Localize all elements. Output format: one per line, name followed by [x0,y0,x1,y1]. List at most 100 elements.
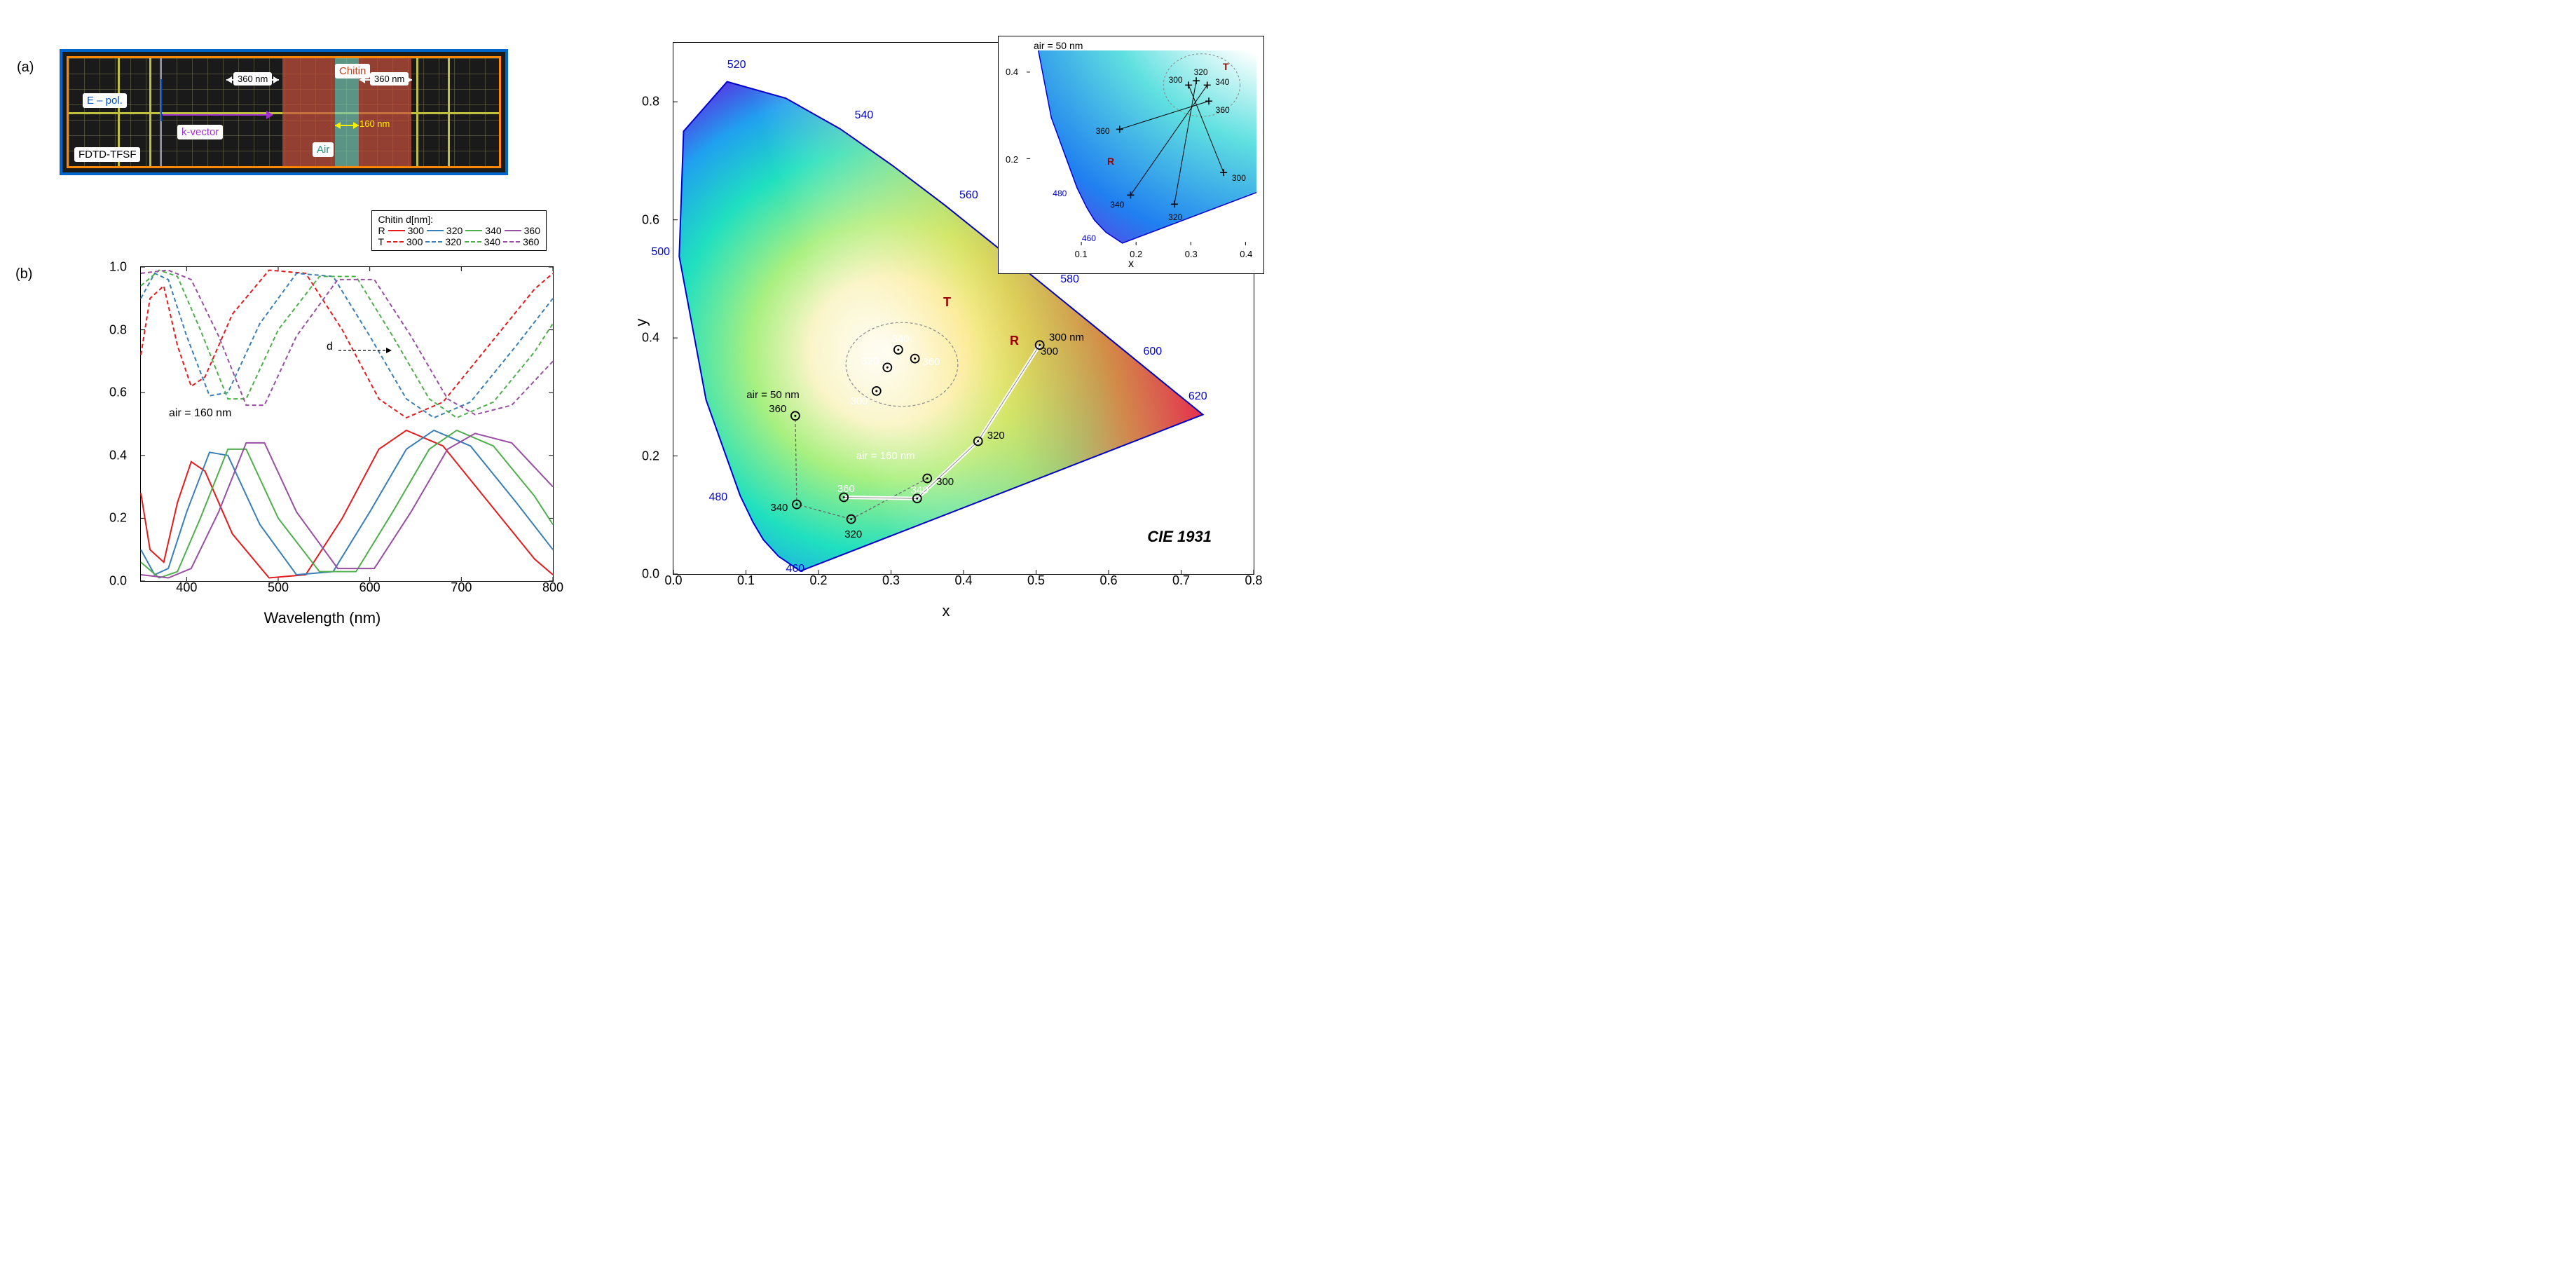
epol-label: E – pol. [83,93,127,108]
pt-label: 320 [987,430,1005,442]
nm-label: 460 [786,563,804,575]
pt-label: 360 [922,356,940,368]
inset-pt-label: 340 [1215,77,1229,87]
nm-label: 500 [651,246,670,259]
dim-chitin-right: 360 nm [370,72,409,86]
spectrum-svg [141,267,553,581]
cie-1931-label: CIE 1931 [1147,528,1212,546]
inset-pt-label: 320 [1168,212,1182,222]
xtick: 800 [542,580,563,595]
inset-R: R [1107,156,1114,167]
ytick: 1.0 [109,260,127,275]
fdtd-schematic: E – pol. k-vector Chitin Air 360 nm 360 … [60,49,508,175]
inset-c: air = 50 nm x 0.1 0.2 0.3 0.4 0.2 0.4 460 480… [998,36,1264,274]
xtick: 0.2 [809,573,827,588]
ytick: 0.2 [642,449,659,463]
xtick: 0.6 [1099,573,1117,588]
xtick: 0.3 [882,573,900,588]
inset-pt-label: 360 [1216,105,1230,115]
ytick: 0.6 [109,385,127,400]
pml-right-2 [416,58,418,166]
xtick: 700 [451,580,472,595]
R-label-c: R [1010,334,1019,348]
panel-a-label: (a) [17,60,34,76]
T-label-c: T [943,295,951,310]
xtick: 400 [176,580,197,595]
pt-label: 300 [936,476,954,488]
inset-pt-label: 460 [1082,233,1096,243]
inset-pt-label: 320 [1194,67,1208,77]
air-annot: air = 160 nm [169,407,231,420]
pt-label: 300 [1041,346,1058,357]
pt-label: air = 50 nm [746,389,799,401]
inset-pt-label: 340 [1110,200,1124,210]
inset-pt-label: 480 [1053,189,1067,198]
pt-label: 320 [861,355,879,367]
xtick: 0.4 [954,573,972,588]
inset-xtick: 0.1 [1075,249,1088,259]
pt-label: 360 [769,403,786,415]
nm-label: 520 [727,59,746,71]
pml-right-1 [448,58,450,166]
ytick: 0.8 [642,95,659,109]
pt-label: 340 [770,502,788,514]
ytick: 0.0 [642,567,659,582]
nm-label: 620 [1188,390,1207,403]
inset-T: T [1223,61,1229,72]
plot-area-c: 0.00.10.20.30.40.50.60.70.8 0.00.20.40.6… [673,42,1254,575]
pt-label: 360 [837,483,855,495]
plot-area-b: 400500600700800 0.00.20.40.60.81.0 air =… [140,266,554,582]
xtick: 0.0 [664,573,682,588]
legend-title: Chitin d[nm]: [378,214,540,225]
nm-label: 540 [855,109,874,122]
legend-b: Chitin d[nm]: R300320340360T300320340360 [371,210,547,251]
xlabel-b: Wavelength (nm) [264,609,381,627]
inset-ytick: 0.4 [1006,67,1018,77]
d-arrow [337,347,393,354]
xtick: 0.8 [1245,573,1262,588]
air-label: Air [313,142,334,157]
inset-ytick: 0.2 [1006,154,1018,165]
nm-label: 480 [708,491,727,504]
panel-b-label: (b) [15,266,32,282]
inset-xtick: 0.3 [1185,249,1198,259]
cie-plot: y x 0.00.10.20.30.40.50.60.70.8 0.00.20.… [617,14,1275,631]
fdtd-title: FDTD-TFSF [74,147,140,162]
pt-label: 320 [844,528,862,540]
inset-title: air = 50 nm [1034,40,1083,51]
xtick: 500 [268,580,289,595]
nm-label: 580 [1060,273,1079,286]
legend-row: R300320340360 [378,225,540,236]
inset-plot-area: 0.10.20.30.4 0.20.4 46048030032034036030… [1027,50,1256,245]
pt-label: 300 nm [1049,332,1084,343]
dim-arrow-air [335,125,359,126]
inset-xtick: 0.2 [1130,249,1142,259]
ytick: 0.4 [109,448,127,463]
pml-left-2 [149,58,151,166]
ytick: 0.8 [109,322,127,337]
pt-label: air = 160 nm [856,450,915,462]
chitin-label: Chitin [335,64,370,78]
nm-label: 560 [959,189,978,202]
xlabel-c: x [943,602,950,620]
xtick: 0.7 [1172,573,1190,588]
dim-chitin-left: 360 nm [233,72,272,86]
xtick: 600 [359,580,381,595]
spectrum-plot: Reflectance & Transmittance Wavelength (… [77,217,568,631]
inset-pt-label: 300 [1169,75,1183,85]
nm-label: 600 [1144,346,1163,358]
fdtd-inner-border: E – pol. k-vector Chitin Air 360 nm 360 … [67,56,501,168]
inset-xtick: 0.4 [1240,249,1252,259]
epol-arrow [160,79,162,121]
inset-pt-label: 360 [1096,126,1110,136]
inset-pt-label: 300 [1232,173,1246,183]
dim-air-label: 160 nm [359,118,390,129]
xtick: 0.1 [737,573,755,588]
inset-xlabel: x [1128,258,1134,271]
d-annot: d [327,341,333,353]
pt-label: 340 [892,333,910,345]
legend-row: T300320340360 [378,236,540,247]
ytick: 0.6 [642,212,659,227]
pt-label: 300 [851,395,868,407]
kvector-label: k-vector [177,125,223,139]
